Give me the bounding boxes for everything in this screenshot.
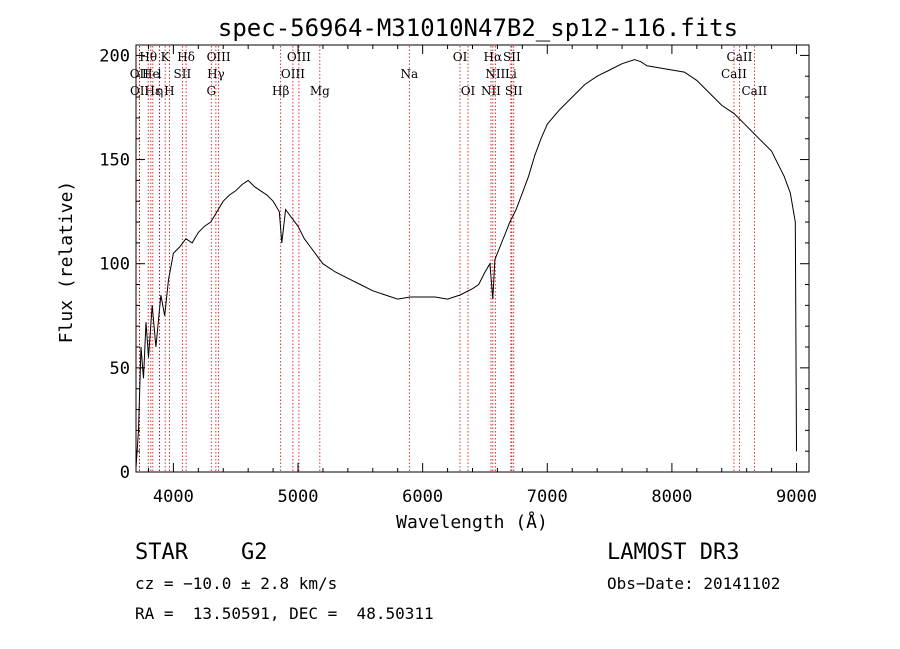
emission-line-label: OI	[461, 84, 476, 98]
redshift-cz: cz = −10.0 ± 2.8 km/s	[135, 574, 338, 593]
emission-line-label: CaII	[721, 67, 747, 81]
emission-line-label: Hγ	[207, 67, 225, 81]
emission-line-label: G	[206, 84, 216, 98]
emission-line-label: OII	[130, 67, 150, 81]
y-tick-label: 150	[99, 151, 130, 171]
observation-date: Obs−Date: 20141102	[607, 574, 781, 593]
emission-line-label: η	[156, 84, 163, 98]
x-tick-label: 8000	[651, 487, 692, 507]
emission-line-label: OIII	[281, 67, 305, 81]
emission-line-label: SII	[174, 67, 192, 81]
emission-line-label: l	[158, 67, 162, 81]
chart-title: spec-56964-M31010N47B2_sp12-116.fits	[218, 14, 738, 42]
y-axis-ticks: 0 50 100 150 200	[99, 46, 809, 483]
x-tick-label: 5000	[278, 487, 319, 507]
y-tick-label: 0	[120, 463, 130, 483]
y-tick-label: 100	[99, 255, 130, 275]
x-tick-label: 4000	[153, 487, 194, 507]
emission-line-markers	[138, 46, 755, 472]
emission-line-label: NII	[481, 84, 501, 98]
x-axis-label: Wavelength (Å)	[396, 511, 548, 533]
x-tick-label: 9000	[776, 487, 817, 507]
survey-name: LAMOST DR3	[607, 540, 740, 565]
emission-line-label: Hε	[144, 84, 161, 98]
emission-line-label: CaII	[741, 84, 767, 98]
coordinates: RA = 13.50591, DEC = 48.50311	[135, 604, 434, 623]
emission-line-label: K	[161, 50, 171, 64]
y-tick-label: 200	[99, 46, 130, 66]
emission-line-label: OI	[453, 50, 468, 64]
emission-line-label: SII	[503, 50, 521, 64]
y-tick-label: 50	[110, 359, 130, 379]
emission-line-label: Mg	[310, 84, 330, 98]
emission-line-label: OIII	[287, 50, 311, 64]
object-class: STAR	[135, 540, 188, 565]
emission-line-label: OII	[130, 84, 150, 98]
emission-line-label: NII	[485, 67, 505, 81]
emission-line-label: CaII	[727, 50, 753, 64]
y-axis-label: Flux (relative)	[56, 181, 77, 344]
emission-line-label: Hβ	[272, 84, 289, 98]
emission-line-label: He	[142, 67, 160, 81]
emission-line-label: Hθ	[139, 50, 157, 64]
x-tick-label: 6000	[402, 487, 443, 507]
emission-line-label: SII	[505, 84, 523, 98]
emission-line-label: Li	[505, 67, 517, 81]
emission-line-label: OIII	[207, 50, 231, 64]
object-subclass: G2	[241, 540, 268, 565]
spectrum-line	[135, 59, 797, 468]
emission-line-label: Hα	[484, 50, 503, 64]
x-tick-label: 7000	[527, 487, 568, 507]
emission-line-label: H	[164, 84, 174, 98]
plot-frame	[135, 44, 810, 473]
x-axis-ticks: 4000 5000 6000 7000 8000 9000	[147, 45, 817, 507]
emission-line-label: Na	[400, 67, 418, 81]
emission-line-label: Hδ	[177, 50, 195, 64]
